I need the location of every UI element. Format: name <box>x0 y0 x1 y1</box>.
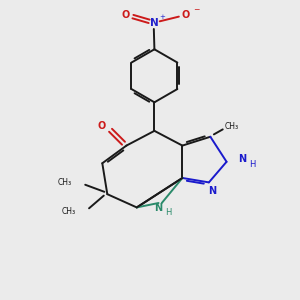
Text: H: H <box>249 160 256 169</box>
Text: N: N <box>154 203 162 213</box>
Text: O: O <box>181 10 190 20</box>
Text: N: N <box>238 154 246 164</box>
Text: CH₃: CH₃ <box>224 122 239 131</box>
Text: H: H <box>165 208 171 217</box>
Text: CH₃: CH₃ <box>61 207 76 216</box>
Text: CH₃: CH₃ <box>58 178 72 188</box>
Text: O: O <box>122 10 130 20</box>
Text: N: N <box>208 186 217 196</box>
Text: −: − <box>193 5 199 14</box>
Text: N: N <box>150 18 159 28</box>
Text: +: + <box>159 14 165 20</box>
Text: O: O <box>98 122 106 131</box>
